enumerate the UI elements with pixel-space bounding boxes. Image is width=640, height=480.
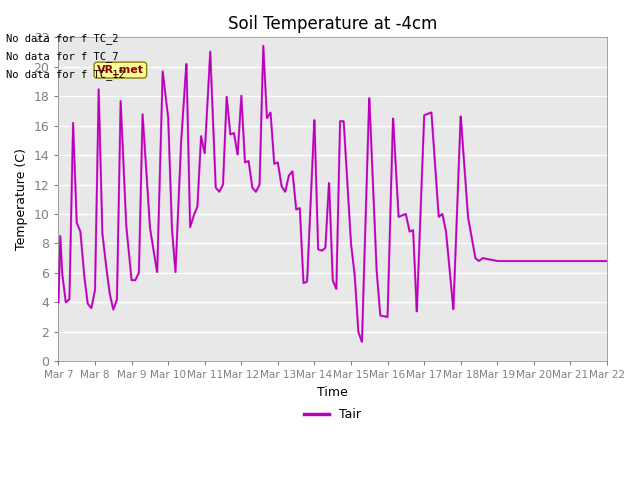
Legend: Tair: Tair	[299, 403, 366, 426]
X-axis label: Time: Time	[317, 386, 348, 399]
Text: No data for f TC_2: No data for f TC_2	[6, 33, 119, 44]
Y-axis label: Temperature (C): Temperature (C)	[15, 148, 28, 250]
Text: No data for f TC_7: No data for f TC_7	[6, 51, 119, 62]
Text: No data for f TC_12: No data for f TC_12	[6, 69, 125, 80]
Text: VR_met: VR_met	[97, 65, 144, 75]
Title: Soil Temperature at -4cm: Soil Temperature at -4cm	[228, 15, 437, 33]
